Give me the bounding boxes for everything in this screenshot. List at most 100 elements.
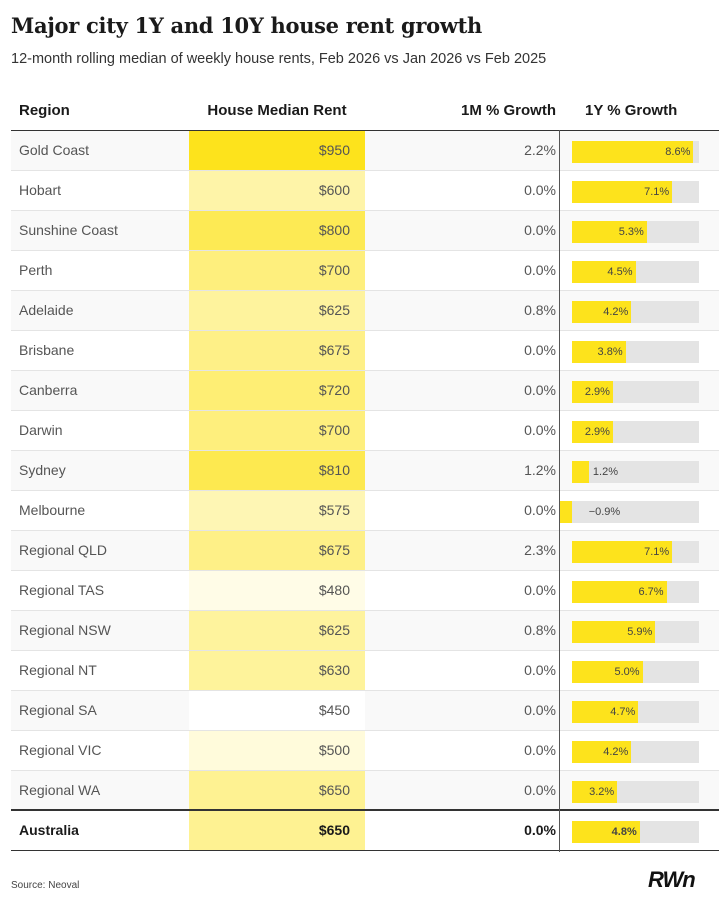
growth-1m-cell: 0.0% — [365, 210, 570, 251]
growth-1y-cell: 7.1% — [570, 170, 719, 211]
growth-1y-label: 3.8% — [597, 345, 623, 358]
rent-cell: $500 — [189, 730, 365, 771]
rent-cell: $625 — [189, 610, 365, 651]
growth-1y-cell: 4.2% — [570, 290, 719, 331]
growth-1y-label: 7.1% — [644, 185, 670, 198]
table-body: Gold Coast $950 2.2% 8.6% Hobart $600 0.0% 7.1%… — [11, 130, 719, 851]
growth-1y-cell: 4.2% — [570, 730, 719, 771]
growth-1y-bar — [572, 700, 639, 723]
region-cell: Canberra — [11, 370, 189, 411]
region-cell: Regional TAS — [11, 570, 189, 611]
growth-1m-cell: 0.0% — [365, 570, 570, 611]
table-row: Canberra $720 0.0% 2.9% — [11, 370, 719, 411]
region-cell: Regional WA — [11, 770, 189, 811]
growth-1y-label: 5.3% — [618, 225, 644, 238]
growth-1m-cell: 0.0% — [365, 650, 570, 691]
table-row: Hobart $600 0.0% 7.1% — [11, 170, 719, 211]
table-row: Regional NSW $625 0.8% 5.9% — [11, 610, 719, 651]
table-row: Darwin $700 0.0% 2.9% — [11, 410, 719, 451]
growth-1m-cell: 0.0% — [365, 770, 570, 811]
growth-1y-label: 2.9% — [584, 385, 610, 398]
growth-1y-bar — [572, 140, 694, 163]
rent-cell: $675 — [189, 529, 365, 571]
growth-1m-cell: 0.0% — [365, 410, 570, 451]
table-row: Regional QLD $675 2.3% 7.1% — [11, 529, 719, 571]
column-header-1m-growth: 1M % Growth — [365, 92, 570, 131]
growth-1y-bar — [572, 220, 647, 243]
table-row: Sunshine Coast $800 0.0% 5.3% — [11, 210, 719, 251]
growth-1y-bar — [572, 420, 613, 443]
region-cell: Australia — [11, 809, 189, 851]
region-cell: Regional VIC — [11, 730, 189, 771]
table-row: Australia $650 0.0% 4.8% — [11, 809, 719, 851]
growth-1y-cell: 4.7% — [570, 690, 719, 731]
rent-table: Region House Median Rent 1M % Growth 1Y … — [11, 92, 719, 851]
growth-1y-cell: 3.2% — [570, 770, 719, 811]
growth-1y-bar — [572, 580, 667, 603]
growth-1m-cell: 1.2% — [365, 450, 570, 491]
growth-1y-bar — [572, 380, 613, 403]
table-row: Adelaide $625 0.8% 4.2% — [11, 290, 719, 331]
growth-1y-bar — [572, 780, 618, 803]
growth-1y-cell: 5.0% — [570, 650, 719, 691]
region-cell: Hobart — [11, 170, 189, 211]
table-row: Regional WA $650 0.0% 3.2% — [11, 770, 719, 811]
growth-1y-label: 4.8% — [611, 826, 637, 838]
rent-cell: $630 — [189, 650, 365, 691]
rent-cell: $480 — [189, 570, 365, 611]
zero-axis-line — [559, 130, 560, 852]
rent-cell: $675 — [189, 330, 365, 371]
table-row: Melbourne $575 0.0% −0.9% — [11, 490, 719, 531]
growth-1y-label: 5.0% — [614, 665, 640, 678]
growth-1y-label: 4.2% — [603, 745, 629, 758]
growth-1y-cell: 5.9% — [570, 610, 719, 651]
growth-1m-cell: 0.0% — [365, 250, 570, 291]
chart-subtitle: 12-month rolling median of weekly house … — [11, 51, 547, 67]
growth-1y-bar — [572, 660, 643, 683]
rent-cell: $625 — [189, 290, 365, 331]
growth-1y-label: 1.2% — [592, 465, 618, 478]
growth-1y-cell: 7.1% — [570, 529, 719, 571]
growth-1y-cell: 8.6% — [570, 130, 719, 171]
table-row: Sydney $810 1.2% 1.2% — [11, 450, 719, 491]
rent-cell: $450 — [189, 690, 365, 731]
region-cell: Darwin — [11, 410, 189, 451]
rent-cell: $650 — [189, 770, 365, 811]
growth-1m-cell: 2.2% — [365, 130, 570, 171]
table-row: Brisbane $675 0.0% 3.8% — [11, 330, 719, 371]
rwn-logo: RWn — [648, 867, 696, 892]
growth-1y-cell: 5.3% — [570, 210, 719, 251]
growth-1y-bar — [559, 500, 572, 523]
growth-1y-cell: −0.9% — [559, 490, 719, 531]
growth-1y-cell: 2.9% — [570, 370, 719, 411]
growth-1y-bar — [572, 180, 673, 203]
rent-cell: $700 — [189, 410, 365, 451]
region-cell: Regional NSW — [11, 610, 189, 651]
growth-1m-cell: 0.0% — [365, 730, 570, 771]
column-header-rent: House Median Rent — [189, 92, 365, 131]
growth-1y-label: 2.9% — [584, 425, 610, 438]
growth-1y-cell: 1.2% — [570, 450, 719, 491]
growth-1y-label: 5.9% — [627, 625, 653, 638]
growth-1y-bar — [572, 340, 626, 363]
growth-1m-cell: 0.0% — [365, 330, 570, 371]
region-cell: Regional NT — [11, 650, 189, 691]
growth-1y-label: −0.9% — [588, 505, 621, 518]
growth-1y-label: 4.5% — [607, 265, 633, 278]
column-header-1y-growth: 1Y % Growth — [570, 92, 719, 131]
bar-track — [572, 460, 699, 483]
growth-1m-cell: 0.0% — [365, 370, 570, 411]
rent-cell: $575 — [189, 490, 365, 531]
growth-1m-cell: 0.0% — [365, 690, 570, 731]
chart-title: Major city 1Y and 10Y house rent growth — [11, 13, 482, 38]
growth-1m-cell: 0.8% — [365, 290, 570, 331]
growth-1m-cell: 0.0% — [365, 170, 570, 211]
table-header-row: Region House Median Rent 1M % Growth 1Y … — [11, 92, 719, 131]
rent-cell: $720 — [189, 370, 365, 411]
growth-1y-label: 6.7% — [638, 585, 664, 598]
table-row: Perth $700 0.0% 4.5% — [11, 250, 719, 291]
table-row: Regional NT $630 0.0% 5.0% — [11, 650, 719, 691]
rent-cell: $700 — [189, 250, 365, 291]
table-row: Regional VIC $500 0.0% 4.2% — [11, 730, 719, 771]
growth-1y-bar — [572, 740, 632, 763]
